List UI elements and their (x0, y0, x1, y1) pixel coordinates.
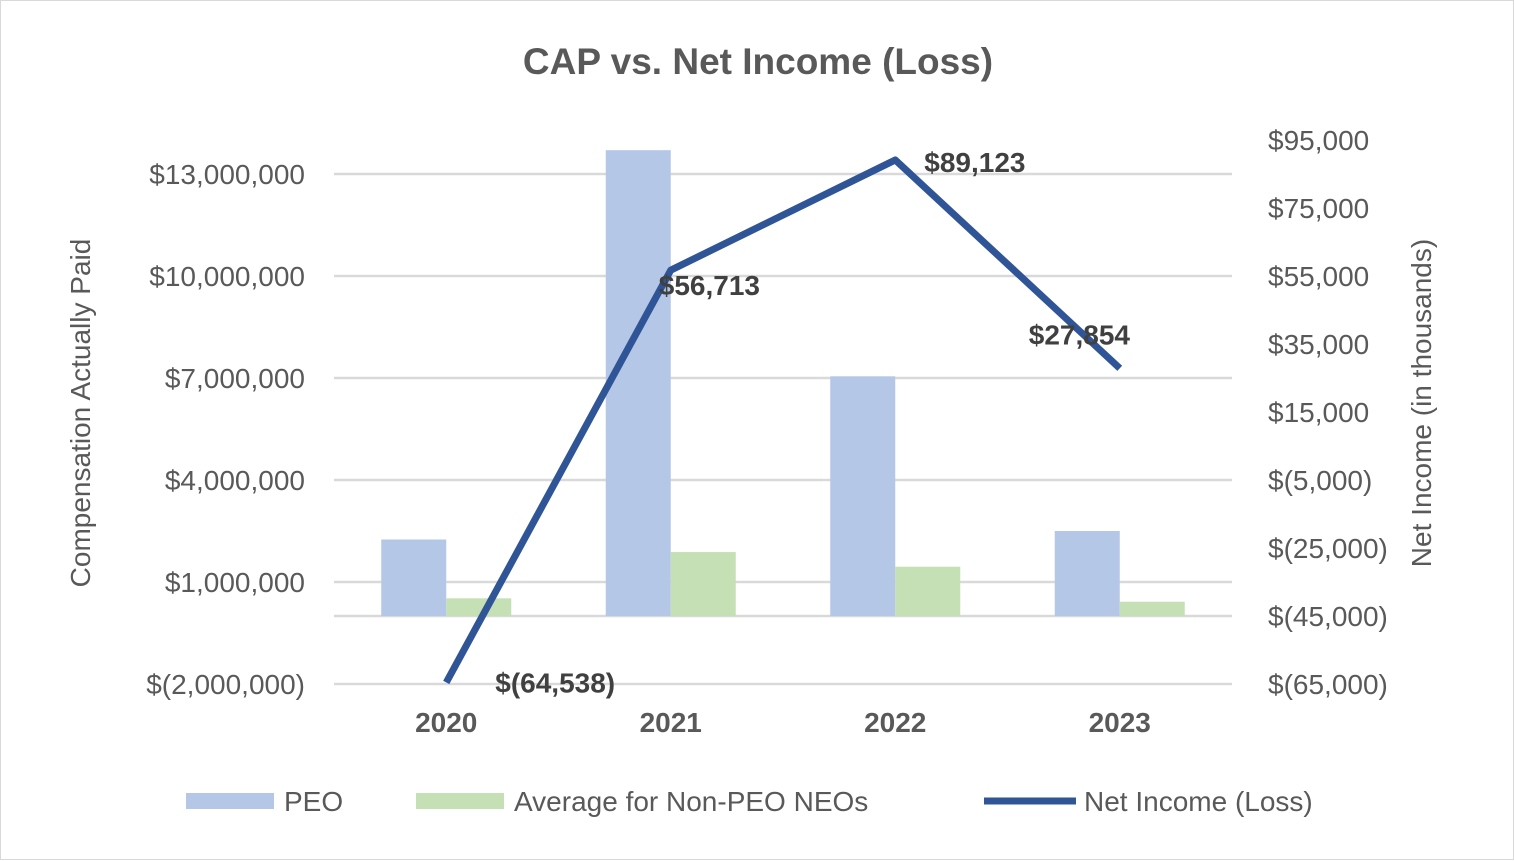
right-tick-label: $(65,000) (1268, 669, 1388, 700)
legend-label: PEO (284, 786, 343, 817)
right-tick-label: $15,000 (1268, 397, 1369, 428)
bar-peo-2020 (381, 540, 446, 617)
right-tick-label: $(5,000) (1268, 465, 1372, 496)
bar-average-for-non-peo-neos-2022 (895, 567, 960, 616)
legend-label: Net Income (Loss) (1084, 786, 1313, 817)
category-label: 2023 (1089, 707, 1151, 738)
right-tick-label: $95,000 (1268, 125, 1369, 156)
right-axis-label: Net Income (in thousands) (1406, 239, 1437, 567)
category-label: 2021 (640, 707, 702, 738)
bar-average-for-non-peo-neos-2021 (671, 552, 736, 616)
line-series (446, 160, 1120, 683)
left-tick-label: $4,000,000 (165, 465, 305, 496)
legend-label: Average for Non-PEO NEOs (514, 786, 868, 817)
data-label-2021: $56,713 (659, 270, 760, 301)
right-axis-ticks: $(65,000) $(45,000) $(25,000) $(5,000) $15,0… (1268, 125, 1388, 700)
bar-average-for-non-peo-neos-2020 (446, 598, 511, 616)
category-labels: 2020 2021 2022 2023 (415, 707, 1151, 738)
category-label: 2022 (864, 707, 926, 738)
left-tick-label: $7,000,000 (165, 363, 305, 394)
legend: PEO Average for Non-PEO NEOs Net Income (L… (186, 786, 1313, 817)
left-tick-label: $(2,000,000) (146, 669, 305, 700)
chart-title: CAP vs. Net Income (Loss) (523, 41, 993, 82)
category-label: 2020 (415, 707, 477, 738)
left-axis-label: Compensation Actually Paid (65, 239, 96, 588)
right-tick-label: $(45,000) (1268, 601, 1388, 632)
data-label-2022: $89,123 (924, 147, 1025, 178)
left-tick-label: $13,000,000 (149, 159, 305, 190)
right-tick-label: $35,000 (1268, 329, 1369, 360)
net-income-line (446, 160, 1120, 682)
bar-peo-2021 (606, 150, 671, 616)
left-tick-label: $1,000,000 (165, 567, 305, 598)
right-tick-label: $55,000 (1268, 261, 1369, 292)
bars (381, 150, 1185, 616)
right-tick-label: $75,000 (1268, 193, 1369, 224)
bar-peo-2023 (1055, 531, 1120, 616)
bar-peo-2022 (830, 376, 895, 616)
bar-average-for-non-peo-neos-2023 (1120, 602, 1185, 616)
data-label-2023: $27,854 (1029, 319, 1131, 350)
data-label-2020: $(64,538) (495, 667, 615, 698)
right-tick-label: $(25,000) (1268, 533, 1388, 564)
legend-swatch (186, 793, 274, 809)
left-tick-label: $10,000,000 (149, 261, 305, 292)
legend-swatch (416, 793, 504, 809)
left-axis-ticks: $(2,000,000) $1,000,000 $4,000,000 $7,000,0… (146, 159, 305, 700)
